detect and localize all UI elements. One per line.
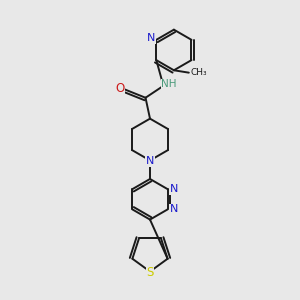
Text: NH: NH (161, 79, 177, 89)
Text: O: O (115, 82, 124, 95)
Text: N: N (170, 184, 178, 194)
Text: N: N (170, 204, 178, 214)
Text: CH₃: CH₃ (190, 68, 207, 77)
Text: N: N (146, 156, 154, 166)
Text: N: N (147, 33, 155, 43)
Text: S: S (146, 266, 154, 279)
